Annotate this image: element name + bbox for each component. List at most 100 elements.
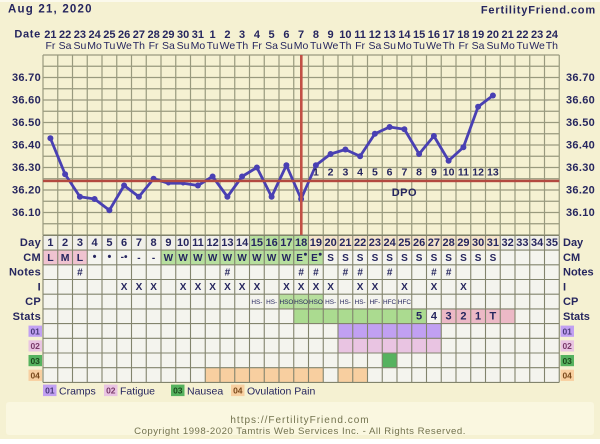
svg-text:HS-: HS- xyxy=(266,299,277,306)
svg-text:19: 19 xyxy=(310,237,322,249)
svg-text:34: 34 xyxy=(531,237,544,249)
svg-text:1: 1 xyxy=(210,29,216,41)
svg-text:9: 9 xyxy=(165,237,171,249)
svg-text:10: 10 xyxy=(339,29,351,41)
svg-text:X: X xyxy=(121,282,128,293)
svg-text:Tu: Tu xyxy=(207,40,219,52)
svg-text:X: X xyxy=(357,282,364,293)
svg-text:30: 30 xyxy=(177,29,189,41)
svg-text:•: • xyxy=(93,251,97,263)
svg-text:30: 30 xyxy=(472,237,484,249)
svg-text:FertilityFriend.com: FertilityFriend.com xyxy=(481,4,596,16)
svg-text:36.70: 36.70 xyxy=(12,72,41,84)
svg-text:10: 10 xyxy=(443,167,455,179)
svg-text:23: 23 xyxy=(74,29,86,41)
svg-text:6: 6 xyxy=(387,167,393,179)
svg-text:04: 04 xyxy=(233,386,243,396)
svg-text:31: 31 xyxy=(192,29,204,41)
svg-text:8: 8 xyxy=(151,237,157,249)
svg-text:01: 01 xyxy=(562,327,572,337)
svg-text:Tu: Tu xyxy=(310,40,322,52)
svg-text:36.50: 36.50 xyxy=(566,117,595,129)
svg-text:16: 16 xyxy=(428,29,440,41)
svg-text:We: We xyxy=(529,40,545,52)
svg-text:36.60: 36.60 xyxy=(566,95,595,107)
svg-text:L: L xyxy=(77,252,84,264)
svg-text:Nausea: Nausea xyxy=(187,385,223,397)
svg-text:#: # xyxy=(225,268,231,279)
svg-text:23: 23 xyxy=(369,237,381,249)
svg-text:W: W xyxy=(223,253,233,264)
svg-text:Tu: Tu xyxy=(413,40,425,52)
svg-text:15: 15 xyxy=(413,29,425,41)
svg-text:3: 3 xyxy=(342,167,348,179)
svg-text:X: X xyxy=(327,282,334,293)
svg-text:X: X xyxy=(298,282,305,293)
svg-text:HF-: HF- xyxy=(370,299,381,306)
svg-text:X: X xyxy=(283,282,290,293)
svg-text:14: 14 xyxy=(398,29,411,41)
svg-text:X: X xyxy=(209,282,216,293)
svg-text:03: 03 xyxy=(30,356,40,366)
svg-text:21: 21 xyxy=(44,29,56,41)
svg-text:23: 23 xyxy=(531,29,543,41)
svg-text:24: 24 xyxy=(546,29,559,41)
svg-text:1: 1 xyxy=(313,167,319,179)
svg-text:Notes: Notes xyxy=(563,267,594,279)
svg-text:8: 8 xyxy=(416,167,422,179)
svg-text:4: 4 xyxy=(254,29,261,41)
svg-text:36.70: 36.70 xyxy=(566,72,595,84)
svg-text:02: 02 xyxy=(106,386,116,396)
svg-text:5: 5 xyxy=(106,237,112,249)
svg-text:W: W xyxy=(193,253,203,264)
svg-text:36.10: 36.10 xyxy=(12,207,41,219)
svg-text:Th: Th xyxy=(236,40,248,52)
svg-text:5: 5 xyxy=(416,311,422,323)
svg-text:Sa: Sa xyxy=(162,40,175,52)
svg-text:We: We xyxy=(426,40,442,52)
svg-text:12: 12 xyxy=(206,237,218,249)
svg-text:14: 14 xyxy=(236,237,249,249)
svg-text:Fr: Fr xyxy=(45,40,55,52)
svg-text:2: 2 xyxy=(328,167,334,179)
svg-text:3: 3 xyxy=(446,311,452,323)
svg-text:Mo: Mo xyxy=(87,40,102,52)
svg-text:5: 5 xyxy=(269,29,275,41)
svg-text:02: 02 xyxy=(30,341,40,351)
svg-text:S: S xyxy=(475,253,482,264)
svg-text:9: 9 xyxy=(431,167,437,179)
svg-text:We: We xyxy=(220,40,236,52)
svg-text:1: 1 xyxy=(475,311,481,323)
svg-text:#: # xyxy=(357,268,363,279)
svg-text:Mo: Mo xyxy=(191,40,206,52)
svg-text:1: 1 xyxy=(47,237,53,249)
svg-text:Th: Th xyxy=(546,40,558,52)
svg-text:29: 29 xyxy=(162,29,174,41)
svg-text:7: 7 xyxy=(401,167,407,179)
svg-text:01: 01 xyxy=(45,386,55,396)
svg-text:5: 5 xyxy=(372,167,378,179)
svg-text:Th: Th xyxy=(442,40,454,52)
svg-text:20: 20 xyxy=(324,237,336,249)
svg-text:15: 15 xyxy=(251,237,263,249)
svg-text:6: 6 xyxy=(283,29,289,41)
svg-text:HSO: HSO xyxy=(309,299,323,306)
svg-text:X: X xyxy=(460,282,467,293)
svg-text:#: # xyxy=(77,268,83,279)
svg-text:Tu: Tu xyxy=(103,40,115,52)
svg-text:S: S xyxy=(372,253,379,264)
svg-text:Sa: Sa xyxy=(265,40,278,52)
svg-text:11: 11 xyxy=(354,29,366,41)
svg-text:12: 12 xyxy=(369,29,381,41)
svg-text:28: 28 xyxy=(442,237,454,249)
svg-text:36.50: 36.50 xyxy=(12,117,41,129)
svg-text:Fr: Fr xyxy=(355,40,365,52)
svg-text:W: W xyxy=(282,253,292,264)
svg-text:HS-: HS- xyxy=(325,299,336,306)
svg-text:2: 2 xyxy=(224,29,230,41)
svg-text:X: X xyxy=(239,282,246,293)
svg-text:4: 4 xyxy=(357,167,363,179)
svg-text:7: 7 xyxy=(298,29,304,41)
svg-text:#: # xyxy=(387,268,393,279)
svg-text:Fr: Fr xyxy=(149,40,159,52)
